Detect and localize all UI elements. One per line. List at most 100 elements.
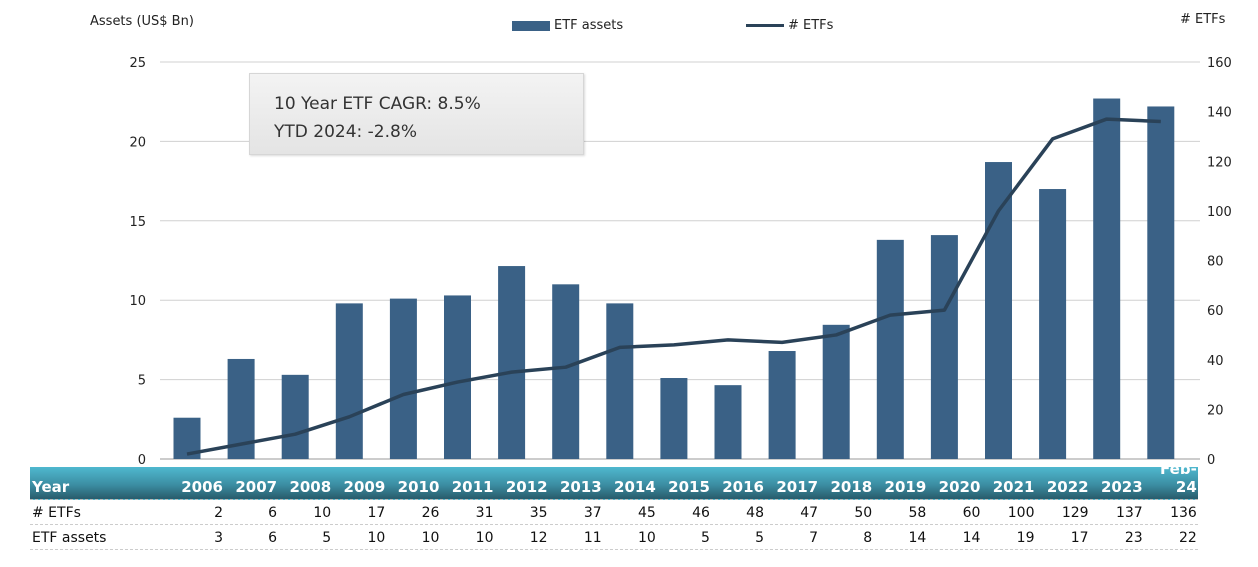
bar-2022	[1039, 189, 1067, 460]
cell: 7	[809, 530, 819, 546]
left-tick-label: 5	[138, 374, 146, 389]
cell: 2	[214, 505, 223, 521]
cell: 22	[1178, 530, 1197, 546]
right-tick-label: 120	[1207, 155, 1232, 170]
bar-2012	[498, 266, 526, 459]
cell: 6	[268, 505, 278, 521]
cell: 23	[1124, 530, 1143, 546]
bar-2009	[335, 303, 363, 459]
bar-Feb-24	[1147, 106, 1175, 460]
left-tick-label: 15	[129, 215, 146, 230]
cell: 19	[1016, 530, 1035, 546]
cell: 26	[421, 505, 440, 521]
table-row: # ETFs 2 6 10 17 26 31 35 37 45 46 48 47 50 58 60 100 129…	[30, 500, 1198, 525]
cell: 2014	[614, 478, 656, 496]
legend-line-swatch	[746, 24, 784, 27]
bar-2008	[281, 374, 309, 459]
cell: 46	[692, 505, 710, 521]
cell: 14	[908, 530, 927, 546]
bar-2011	[444, 295, 471, 459]
legend-num-etfs: # ETFs	[746, 18, 833, 33]
right-axis-title: # ETFs	[1180, 12, 1226, 27]
bar-2015	[660, 378, 688, 459]
cell: 2017	[776, 478, 819, 496]
cell: 10	[421, 530, 440, 546]
right-tick-label: 20	[1207, 403, 1224, 418]
cell: 10	[367, 530, 386, 546]
cell: 5	[700, 530, 710, 546]
bar-2017	[768, 351, 796, 459]
left-tick-label: 25	[129, 56, 146, 71]
cell: 6	[268, 530, 278, 546]
cell: 31	[475, 505, 494, 521]
cell: 136	[1170, 505, 1197, 521]
cell: 5	[755, 530, 764, 546]
legend-etf-assets: ETF assets	[512, 18, 623, 33]
cell: 14	[962, 530, 981, 546]
cell: 35	[529, 505, 548, 521]
left-tick-label: 10	[129, 294, 146, 309]
right-tick-label: 60	[1207, 304, 1224, 319]
cell: 12	[529, 530, 548, 546]
cell: 10	[313, 505, 332, 521]
cell: 10	[475, 530, 494, 546]
cell: 2009	[343, 478, 386, 496]
table-header-row: Year 2006 2007 2008 2009 2010 2011 2012 2013 2014…	[30, 460, 1198, 500]
cell: 37	[583, 505, 602, 521]
cell: 100	[1007, 505, 1035, 521]
cell: 48	[746, 505, 764, 521]
bar-2014	[606, 303, 634, 459]
right-tick-label: 140	[1207, 106, 1232, 121]
row-label: # ETFs	[32, 505, 81, 521]
cell: 60	[962, 505, 981, 521]
cell: 2012	[505, 478, 548, 496]
bar-2010	[389, 298, 417, 459]
cell: 2015	[668, 478, 710, 496]
left-tick-label: 20	[129, 135, 146, 150]
legend-bar-swatch	[512, 20, 550, 31]
cell: 5	[322, 530, 332, 546]
cell: 2020	[938, 478, 981, 496]
left-tick-label: 0	[138, 453, 146, 468]
right-tick-label: 100	[1207, 205, 1232, 220]
cell: 2018	[830, 478, 873, 496]
right-tick-label: 160	[1207, 56, 1232, 71]
data-table: Year 2006 2007 2008 2009 2010 2011 2012 2013 2014…	[30, 460, 1198, 550]
cell: 3	[214, 530, 223, 546]
cell: 50	[854, 505, 873, 521]
cell: 2007	[235, 478, 278, 496]
bar-2020	[930, 235, 958, 459]
bar-2018	[822, 324, 850, 459]
row-label: Year	[32, 478, 70, 496]
table-row: ETF assets 3 6 5 10 10 10 12 11 10 5 5 7 8 14 14 19 17 23 2…	[30, 525, 1198, 550]
cell: 2013	[559, 478, 602, 496]
row-label: ETF assets	[32, 530, 107, 546]
bar-2023	[1093, 98, 1121, 460]
cell: 2023	[1100, 478, 1143, 496]
cell: 2016	[722, 478, 764, 496]
cell: 2022	[1046, 478, 1089, 496]
cell: Feb-24	[1160, 460, 1197, 496]
legend-label: # ETFs	[788, 18, 834, 33]
ytd-text: YTD 2024: -2.8%	[274, 122, 417, 142]
cell: 137	[1115, 505, 1143, 521]
cell: 2008	[289, 478, 332, 496]
cell: 58	[908, 505, 927, 521]
cell: 129	[1061, 505, 1089, 521]
bar-2016	[714, 385, 742, 459]
cell: 47	[800, 505, 819, 521]
cell: 17	[367, 505, 386, 521]
cagr-text: 10 Year ETF CAGR: 8.5%	[274, 94, 481, 114]
legend-label: ETF assets	[554, 18, 624, 33]
cell: 8	[863, 530, 873, 546]
right-tick-label: 40	[1207, 354, 1224, 369]
right-tick-label: 80	[1207, 255, 1224, 270]
right-tick-label: 0	[1207, 453, 1215, 468]
cell: 2010	[397, 478, 440, 496]
cagr-callout: 10 Year ETF CAGR: 8.5% YTD 2024: -2.8%	[249, 73, 584, 155]
cell: 11	[583, 530, 602, 546]
left-axis-title: Assets (US$ Bn)	[90, 14, 194, 29]
cell: 2019	[884, 478, 927, 496]
bar-2013	[552, 284, 580, 459]
